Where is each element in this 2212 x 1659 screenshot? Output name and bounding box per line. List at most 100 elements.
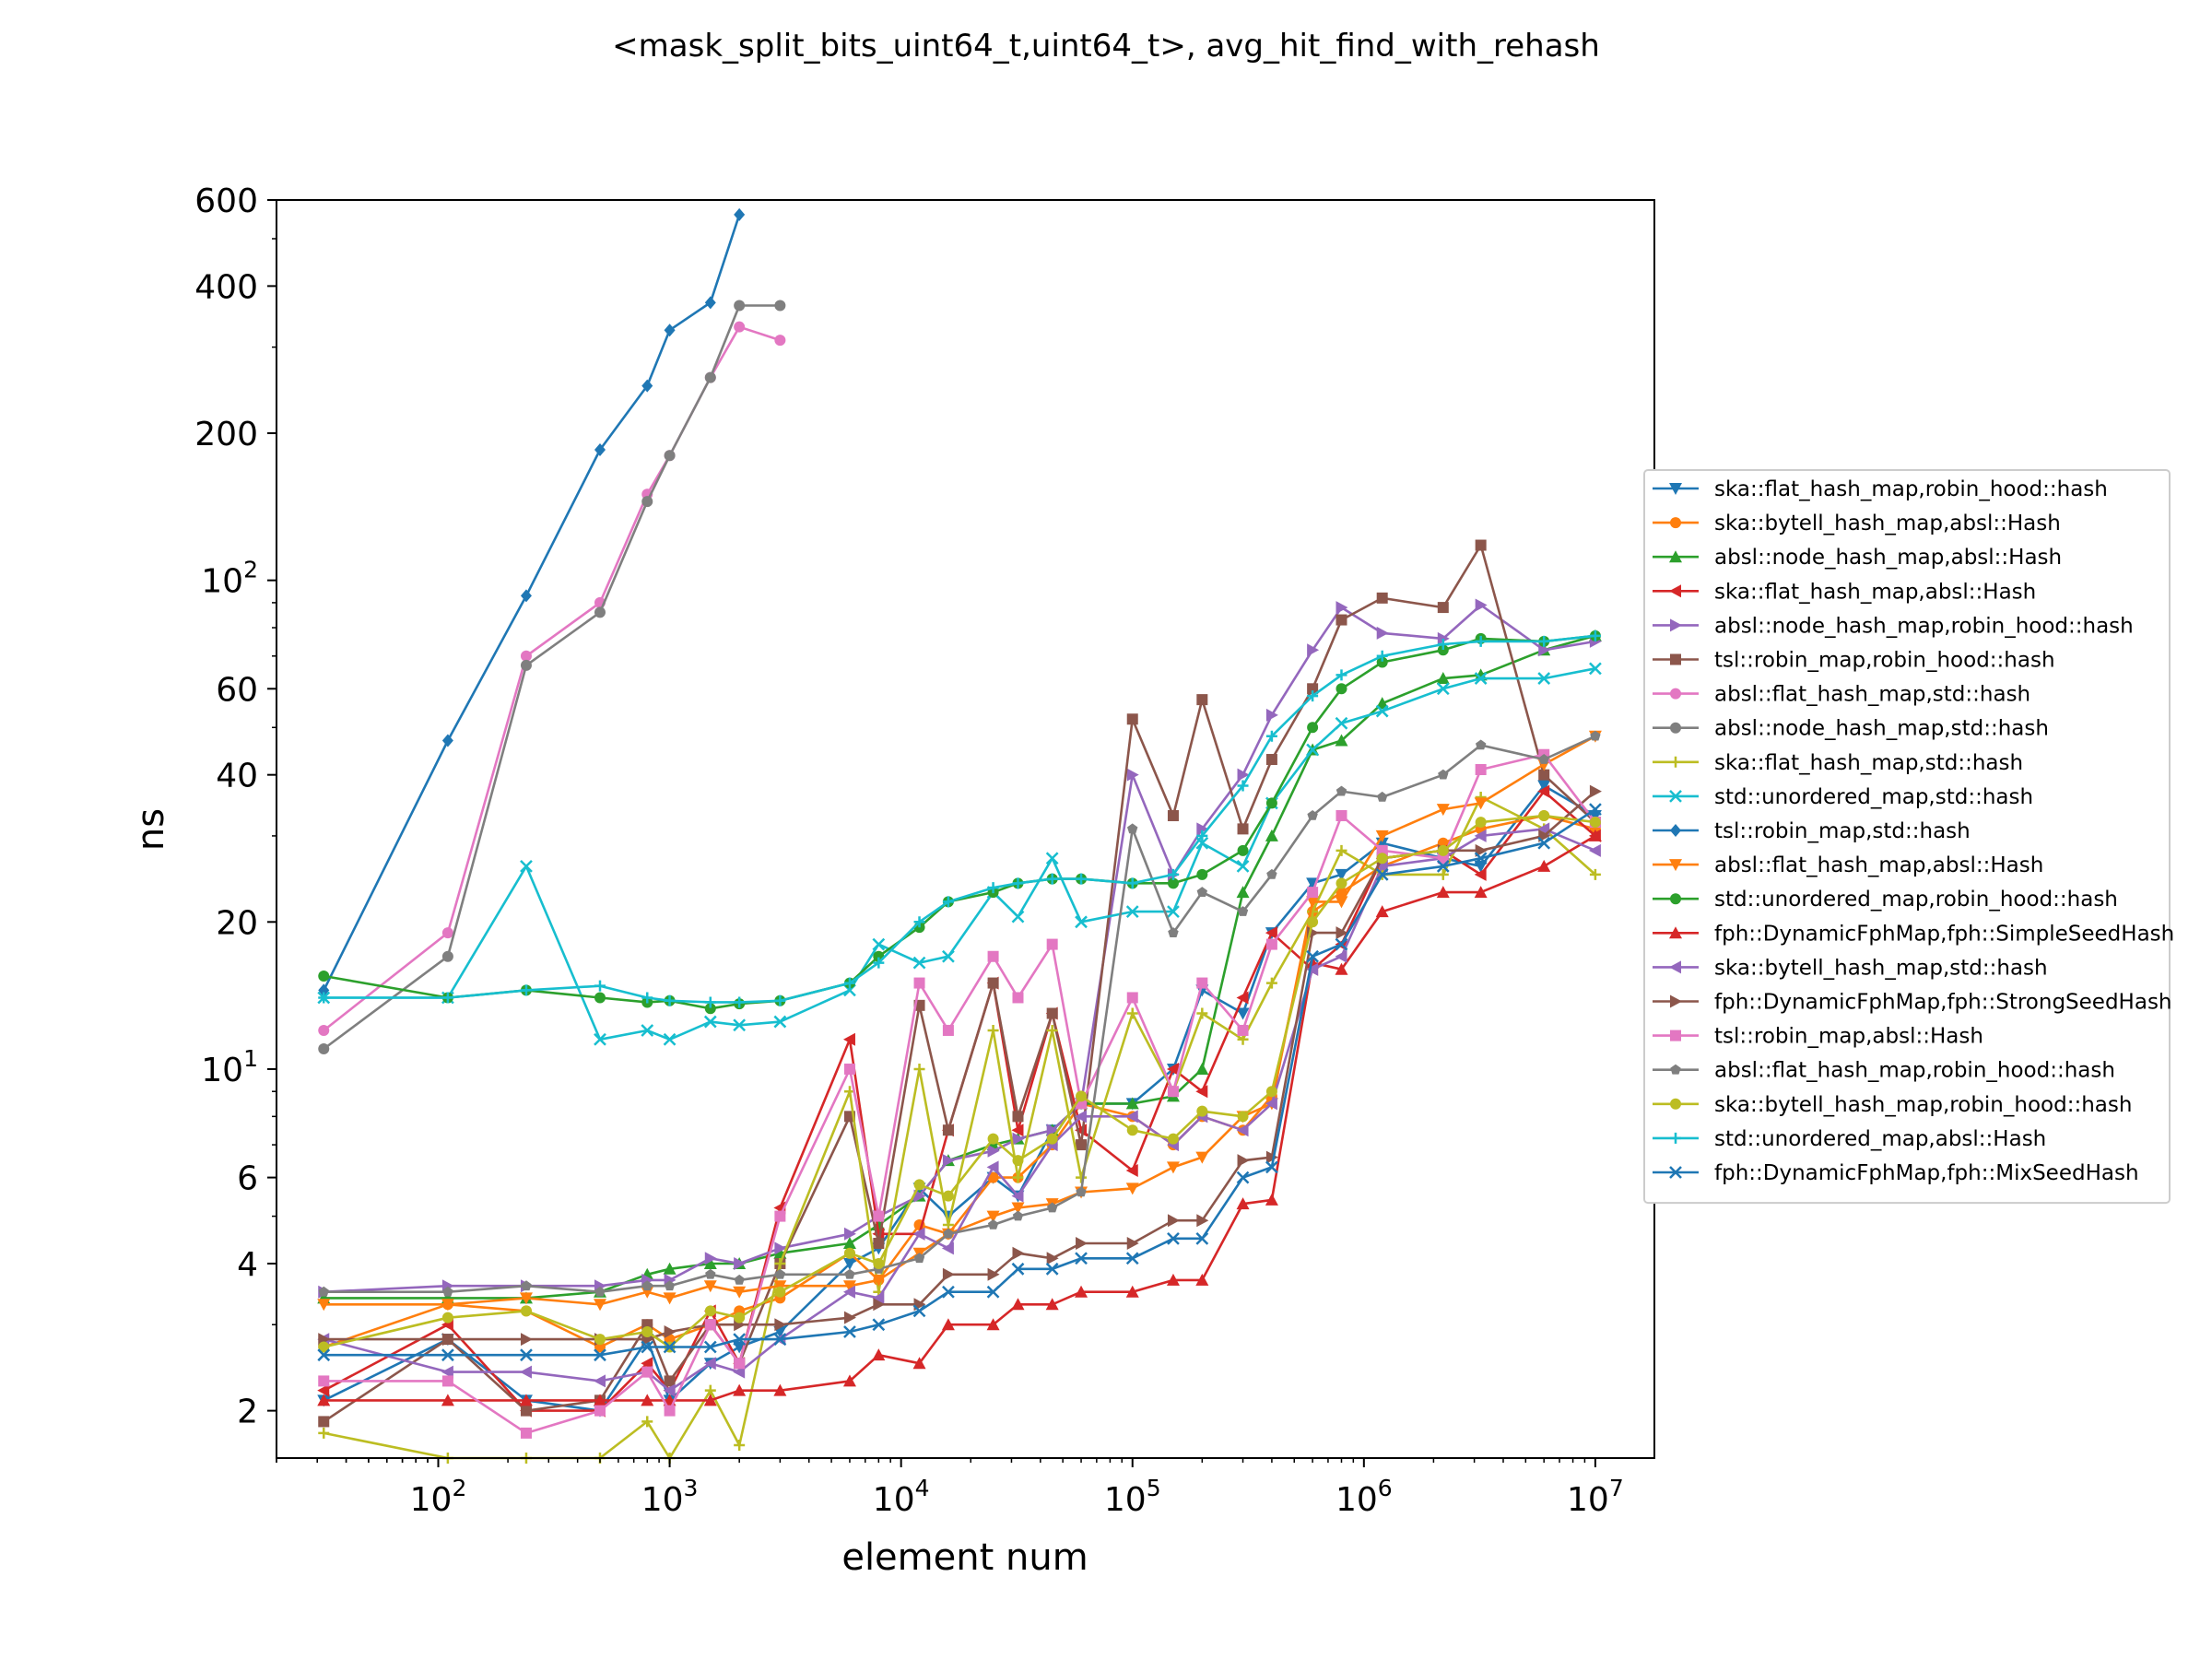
legend-box [1643, 469, 2171, 1205]
data-point [1376, 853, 1388, 865]
data-point [1537, 672, 1551, 685]
y-tick-label: 4 [237, 1246, 258, 1284]
data-point [441, 927, 453, 939]
data-point [594, 1334, 606, 1346]
data-point [1167, 1214, 1180, 1228]
legend-marker [1670, 1030, 1681, 1041]
data-point [733, 1333, 747, 1347]
data-point [1335, 669, 1347, 681]
series-10 [318, 207, 746, 997]
data-point [1376, 844, 1388, 856]
data-point [1012, 877, 1024, 889]
data-point [1438, 769, 1449, 780]
data-point [1046, 1252, 1059, 1265]
data-point [1589, 817, 1601, 829]
data-point [317, 1348, 331, 1362]
data-point [873, 1257, 885, 1269]
legend-label: tsl::robin_map,absl::Hash [1714, 1025, 1983, 1049]
data-point [942, 896, 954, 908]
data-point [593, 1394, 606, 1406]
data-point [703, 1394, 717, 1406]
data-point [1236, 1171, 1250, 1184]
data-point [734, 321, 746, 333]
data-point [1335, 785, 1347, 796]
data-point [1475, 635, 1487, 647]
data-point [734, 1256, 747, 1270]
data-point [704, 996, 716, 1008]
data-point [1475, 763, 1487, 775]
data-point [664, 324, 676, 337]
data-point [1167, 877, 1179, 889]
data-point [1237, 1024, 1249, 1036]
data-point [1075, 915, 1088, 929]
data-point [1046, 938, 1058, 950]
data-point [664, 994, 676, 1006]
data-point [1076, 1186, 1087, 1197]
legend-marker [1670, 722, 1681, 734]
data-point [1167, 1133, 1179, 1145]
data-point [1589, 784, 1602, 798]
data-point [1437, 638, 1449, 650]
legend-marker [1670, 756, 1681, 768]
legend-marker [1669, 584, 1681, 598]
data-point [1474, 852, 1488, 865]
data-point [664, 1375, 676, 1387]
data-point [843, 1325, 856, 1338]
legend-marker [1669, 790, 1682, 803]
legend-marker [1670, 517, 1681, 529]
data-point [844, 1268, 855, 1279]
data-point [774, 1257, 786, 1269]
data-point [1306, 949, 1320, 963]
data-point [1376, 656, 1388, 668]
data-point [1538, 809, 1550, 821]
data-point [987, 1133, 999, 1145]
legend-entry: tsl::robin_map,std::hash [1653, 819, 1971, 843]
data-point [912, 1227, 925, 1241]
data-point [318, 1024, 330, 1036]
data-point [1265, 1193, 1278, 1206]
chart-title: <mask_split_bits_uint64_t,uint64_t>, avg… [612, 28, 1600, 65]
data-point [1046, 1007, 1058, 1019]
data-point [1588, 843, 1601, 857]
data-point [1437, 868, 1449, 880]
y-tick-label: 40 [216, 758, 258, 795]
data-point [1335, 949, 1347, 963]
data-point [318, 1341, 330, 1353]
data-point [734, 996, 746, 1008]
data-point [774, 1318, 787, 1332]
legend-label: absl::flat_hash_map,absl::Hash [1714, 853, 2043, 877]
legend-entry: absl::node_hash_map,robin_hood::hash [1653, 614, 2134, 638]
legend-marker [1670, 994, 1682, 1008]
data-point [987, 1144, 1000, 1158]
data-point [1046, 1133, 1058, 1145]
legend-label: ska::bytell_hash_map,robin_hood::hash [1714, 1093, 2132, 1117]
data-point [1335, 926, 1348, 940]
data-point [519, 1292, 533, 1305]
legend-entry: fph::DynamicFphMap,fph::SimpleSeedHash [1653, 922, 2174, 946]
data-point [1236, 886, 1250, 899]
data-point [1375, 830, 1389, 842]
data-point [520, 589, 532, 603]
data-point [1474, 860, 1488, 873]
data-point [1126, 713, 1138, 725]
data-point [1196, 868, 1208, 880]
data-point [913, 1189, 926, 1203]
legend-label: ska::bytell_hash_map,std::hash [1714, 956, 2048, 980]
data-point [913, 1179, 925, 1191]
data-point [1195, 1231, 1209, 1245]
data-point [1076, 1237, 1088, 1251]
data-point [1307, 810, 1318, 820]
data-point [1237, 780, 1249, 792]
data-point [520, 860, 533, 873]
data-point [1236, 1124, 1249, 1137]
data-point [1265, 977, 1277, 989]
legend-label: std::unordered_map,std::hash [1714, 785, 2033, 809]
data-point [318, 992, 330, 1004]
data-point [1167, 1086, 1179, 1098]
data-point [1237, 1111, 1249, 1123]
x-axis-label: element num [841, 1536, 1088, 1579]
data-point [1076, 873, 1088, 885]
data-point [913, 977, 925, 989]
data-point [842, 1032, 855, 1046]
